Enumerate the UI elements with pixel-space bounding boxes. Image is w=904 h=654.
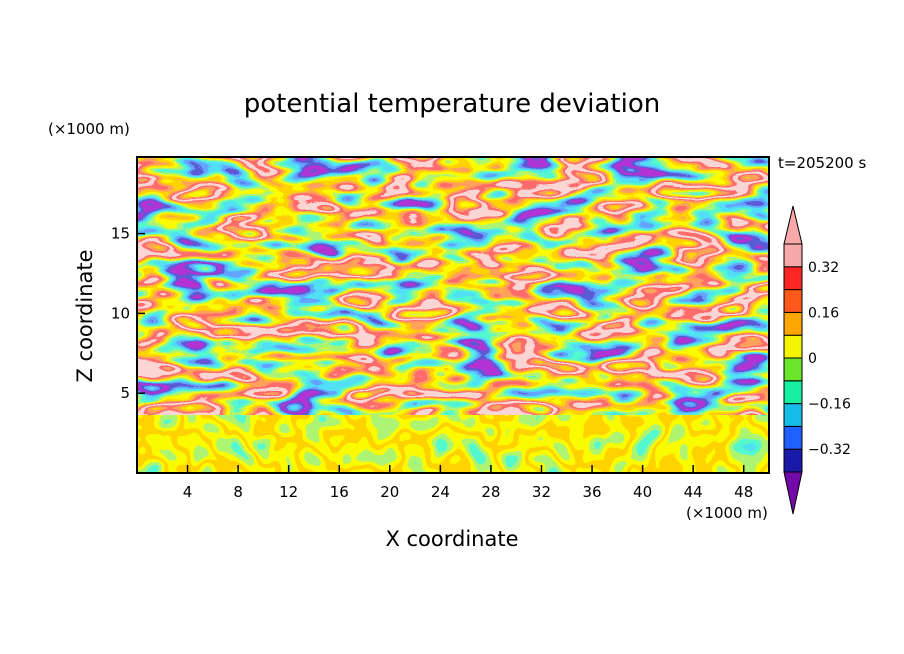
y-axis-title: Z coordinate	[73, 249, 97, 382]
x-tick-label: 36	[582, 483, 601, 501]
colorbar-tick-label: −0.32	[808, 442, 851, 458]
x-ticks: 4 8 12 16 20 24 28 32 36 40 44 48	[183, 465, 753, 501]
colorbar: 0.32 0.16 0 −0.16 −0.32	[783, 205, 851, 515]
colorbar-bin	[783, 403, 803, 427]
plot-frame	[136, 156, 770, 474]
chart-title: potential temperature deviation	[244, 89, 660, 119]
y-unit-label: (×1000 m)	[48, 120, 130, 138]
x-unit-label: (×1000 m)	[686, 504, 768, 522]
x-tick-label: 48	[734, 483, 753, 501]
x-tick-label: 12	[279, 483, 298, 501]
colorbar-bin	[783, 448, 803, 473]
colorbar-extend-low	[783, 471, 803, 515]
colorbar-tick-label: 0	[808, 351, 817, 367]
colorbar-bin	[783, 311, 803, 336]
x-tick-label: 8	[233, 483, 243, 501]
x-tick-label: 16	[330, 483, 349, 501]
y-tick-label: 5	[120, 384, 130, 402]
colorbar-tick-label: 0.16	[808, 305, 839, 321]
contour-field	[137, 157, 769, 473]
colorbar-bin	[783, 425, 803, 450]
y-tick-label: 10	[111, 304, 130, 322]
x-axis-title: X coordinate	[385, 527, 518, 551]
colorbar-bin	[783, 266, 803, 291]
x-tick-label: 24	[431, 483, 450, 501]
colorbar-tick-label: 0.32	[808, 260, 839, 276]
x-tick-label: 32	[532, 483, 551, 501]
colorbar-bin	[783, 357, 803, 382]
y-ticks: 5 10 15	[111, 225, 145, 402]
colorbar-bin	[783, 243, 803, 268]
colorbar-bin	[783, 289, 803, 313]
x-tick-label: 4	[183, 483, 193, 501]
colorbar-extend-high	[783, 205, 803, 245]
colorbar-bin	[783, 380, 803, 405]
colorbar-tick-label: −0.16	[808, 397, 851, 413]
x-tick-label: 28	[481, 483, 500, 501]
x-tick-label: 40	[633, 483, 652, 501]
contour-field-lower	[137, 415, 769, 473]
x-tick-label: 44	[684, 483, 703, 501]
y-tick-label: 15	[111, 225, 130, 243]
time-label: t=205200 s	[778, 154, 866, 172]
contour-field-upper	[137, 157, 769, 422]
x-tick-label: 20	[380, 483, 399, 501]
colorbar-bin	[783, 334, 803, 359]
